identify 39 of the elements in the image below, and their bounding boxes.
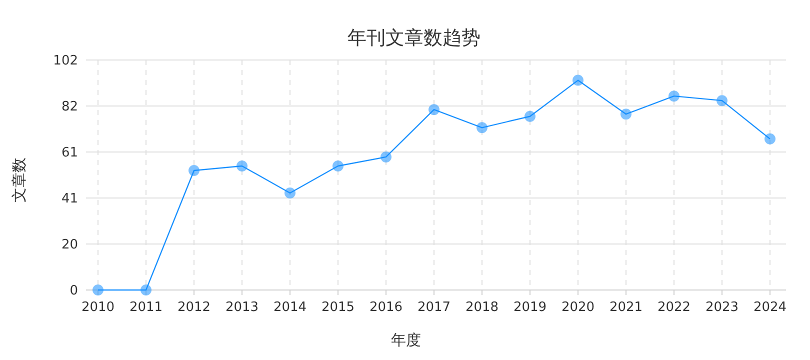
point <box>620 108 632 120</box>
y-tick-label: 20 <box>61 238 78 252</box>
y-tick-label: 82 <box>61 100 78 114</box>
x-tick-label: 2015 <box>321 300 355 315</box>
point <box>332 160 344 172</box>
x-axis-title: 年度 <box>391 331 421 349</box>
y-tick-label: 0 <box>70 284 78 298</box>
x-tick-label: 2018 <box>465 300 499 315</box>
x-tick-label: 2023 <box>705 300 739 315</box>
chart-title: 年刊文章数趋势 <box>348 27 480 49</box>
point <box>380 151 392 162</box>
point <box>668 90 680 102</box>
y-tick-label: 41 <box>61 192 78 206</box>
point <box>572 74 584 86</box>
x-tick-label: 2017 <box>417 300 451 315</box>
y-tick-label: 61 <box>61 146 78 160</box>
point <box>716 95 728 106</box>
x-tick-label: 2019 <box>513 300 547 315</box>
x-tick-label: 2020 <box>561 300 595 315</box>
x-tick-label: 2011 <box>129 300 163 315</box>
point <box>92 284 104 296</box>
point <box>476 122 488 134</box>
x-tick-label: 2024 <box>753 300 787 315</box>
x-tick-label: 2012 <box>177 300 211 315</box>
point <box>284 188 296 199</box>
point <box>428 104 440 116</box>
point <box>524 110 536 122</box>
x-tick-label: 2016 <box>369 300 403 315</box>
x-tick-label: 2021 <box>609 300 643 315</box>
x-tick-label: 2022 <box>657 300 691 315</box>
y-axis-title: 文章数 <box>10 158 28 202</box>
point <box>764 133 776 144</box>
x-tick-label: 2014 <box>273 300 307 315</box>
point <box>140 284 152 296</box>
x-tick-label: 2010 <box>81 300 115 315</box>
point <box>236 160 248 172</box>
x-tick-label: 2013 <box>225 300 259 315</box>
y-tick-label: 102 <box>53 54 78 68</box>
point <box>188 164 200 176</box>
